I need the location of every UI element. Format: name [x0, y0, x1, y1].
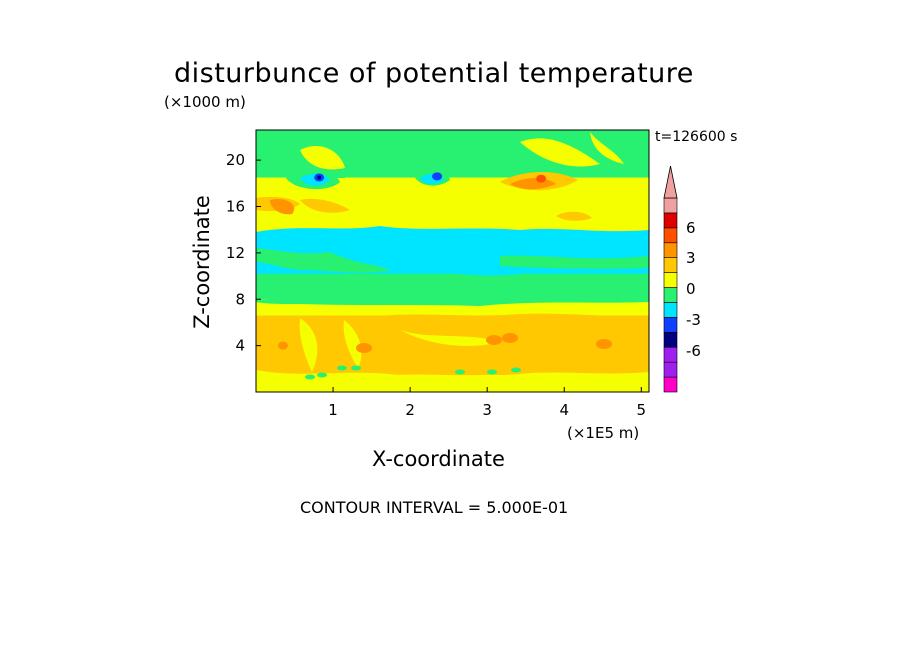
yellow-streak [400, 330, 500, 346]
y-tick-label-2: 8 [235, 290, 245, 308]
green-in-cyan [256, 248, 392, 273]
colorbar-level-5 [663, 317, 678, 333]
orange-dab-3 [596, 339, 612, 349]
green-speck-1 [305, 374, 315, 380]
plot-field [256, 130, 649, 392]
orange-dab-1 [486, 335, 502, 345]
green-speck-5 [455, 369, 465, 375]
colorbar: 6 3 0 -3 -6 [663, 165, 701, 393]
x-tick-label-3: 3 [482, 401, 492, 419]
colorbar-label-1: 6 [686, 219, 696, 237]
green-column-2 [283, 130, 289, 160]
bottom-yellow-texture [256, 370, 649, 392]
y-tick-label-4: 16 [226, 198, 245, 216]
green-speck-2 [317, 372, 327, 378]
x-tick-label-5: 5 [637, 401, 647, 419]
feature-warm-core-upper [536, 174, 547, 183]
yellow-patch-2 [520, 138, 600, 167]
colorbar-level-9 [663, 257, 678, 273]
x-ticks: 1 2 3 4 5 [328, 387, 646, 419]
green-column-4 [352, 130, 358, 164]
y-tick-label-1: 4 [235, 337, 245, 355]
green-column-1 [266, 130, 274, 170]
green-column-10 [636, 130, 644, 164]
colorbar-label-5: -6 [686, 342, 701, 360]
feature-warm-core-left [281, 203, 292, 212]
colorbar-level-3 [663, 346, 678, 363]
feature-cold-core-1-center [317, 175, 322, 180]
y-tick-label-5: 20 [226, 151, 245, 169]
colorbar-level-10 [663, 242, 678, 258]
gold-upper-4 [556, 211, 592, 221]
colorbar-level-13 [663, 197, 678, 214]
green-base-edge [256, 293, 649, 306]
chart-title: disturbunce of potential temperature [174, 58, 694, 89]
colorbar-level-7 [663, 287, 678, 303]
x-tick-label-1: 1 [328, 401, 338, 419]
green-column-9 [618, 130, 626, 166]
yellow-plume-1 [299, 318, 318, 372]
contour-interval-note: CONTOUR INTERVAL = 5.000E-01 [300, 498, 569, 517]
y-tick-label-3: 12 [226, 244, 245, 262]
colorbar-level-11 [663, 227, 678, 244]
feature-warm-core-lower [277, 341, 288, 350]
green-column-5 [420, 130, 430, 174]
green-speck-7 [511, 367, 521, 373]
colorbar-level-1 [663, 376, 678, 393]
yellow-patch-1 [300, 146, 345, 170]
colorbar-label-2: 3 [686, 249, 696, 267]
y-axis-unit: (×1000 m) [164, 93, 246, 111]
x-tick-label-2: 2 [405, 401, 415, 419]
colorbar-level-2 [663, 361, 678, 378]
colorbar-level-6 [663, 302, 678, 318]
colorbar-level-8 [663, 272, 678, 288]
green-speck-6 [487, 369, 497, 375]
green-speck-4 [351, 365, 361, 371]
y-ticks: 4 8 12 16 20 [226, 151, 261, 355]
plot-frame [255, 129, 650, 393]
green-column-3 [335, 130, 345, 178]
green-speck-3 [337, 365, 347, 371]
colorbar-label-4: -3 [686, 311, 701, 329]
gold-upper-2 [300, 198, 350, 213]
x-axis-label: X-coordinate [372, 447, 505, 471]
orange-dab-2 [502, 333, 518, 343]
green-streak-right [500, 255, 649, 269]
yellow-plume-2 [343, 320, 362, 368]
orange-dab-4 [356, 343, 372, 353]
colorbar-level-4 [663, 332, 678, 348]
green-column-6 [462, 130, 472, 168]
colorbar-label-3: 0 [686, 280, 696, 298]
x-axis-unit: (×1E5 m) [567, 424, 640, 442]
time-stamp: t=126600 s [655, 129, 738, 145]
green-column-7 [510, 130, 518, 160]
yellow-patch-3 [590, 132, 624, 164]
colorbar-upper-arrow [663, 165, 678, 199]
feature-cold-core-2 [432, 172, 443, 181]
colorbar-level-12 [663, 212, 678, 229]
x-tick-label-4: 4 [559, 401, 569, 419]
